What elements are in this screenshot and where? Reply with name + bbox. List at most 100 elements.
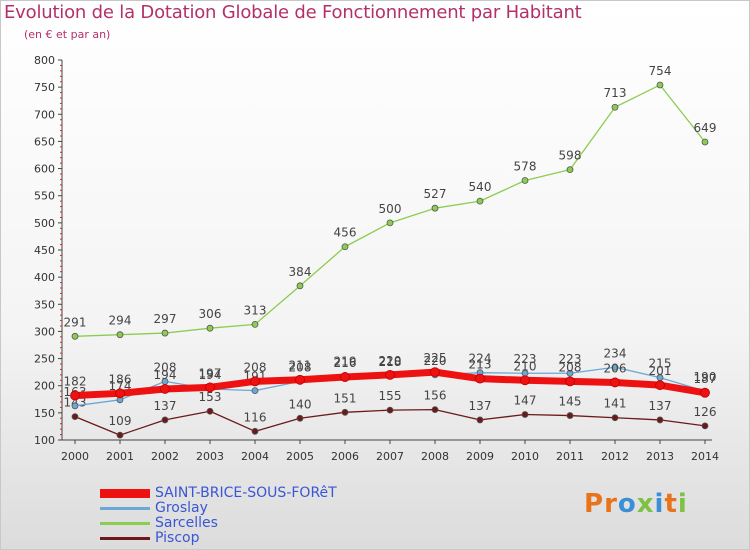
- data-label-piscop: 147: [514, 393, 537, 407]
- data-point-piscop: [386, 406, 394, 414]
- x-tick-label: 2011: [556, 450, 584, 463]
- data-point-piscop: [701, 422, 709, 430]
- legend-label: Groslay: [155, 500, 208, 516]
- y-tick-label: 150: [34, 407, 55, 420]
- data-point-sarcelles: [656, 81, 664, 89]
- data-point-piscop: [341, 408, 349, 416]
- data-label-piscop: 141: [604, 397, 627, 411]
- data-label-saint-brice-sous-for-t: 194: [154, 368, 177, 382]
- data-point-piscop: [206, 407, 214, 415]
- data-label-saint-brice-sous-for-t: 225: [424, 351, 447, 365]
- data-label-piscop: 156: [424, 389, 447, 403]
- data-point-groslay: [611, 363, 619, 371]
- data-point-saint-brice-sous-for-t: [205, 382, 215, 393]
- y-tick-label: 350: [34, 298, 55, 311]
- data-label-groslay: 194: [199, 368, 222, 382]
- data-label-groslay: 234: [604, 346, 627, 360]
- x-tick-label: 2004: [241, 450, 269, 463]
- x-tick-label: 2003: [196, 450, 224, 463]
- data-point-piscop: [476, 416, 484, 424]
- data-label-groslay: 224: [469, 352, 492, 366]
- x-tick-label: 2012: [601, 450, 629, 463]
- data-point-piscop: [656, 416, 664, 424]
- x-tick-label: 2013: [646, 450, 674, 463]
- data-label-groslay: 220: [424, 354, 447, 368]
- y-tick-label: 100: [34, 434, 55, 447]
- data-label-saint-brice-sous-for-t: 213: [469, 358, 492, 372]
- data-label-saint-brice-sous-for-t: 206: [604, 361, 627, 375]
- logo-letter: i: [677, 489, 688, 519]
- data-label-sarcelles: 294: [109, 314, 132, 328]
- legend-label: Sarcelles: [155, 515, 218, 531]
- data-point-sarcelles: [161, 329, 169, 337]
- data-point-groslay: [71, 402, 79, 410]
- data-point-saint-brice-sous-for-t: [295, 374, 305, 385]
- data-point-saint-brice-sous-for-t: [385, 369, 395, 380]
- y-tick-label: 800: [34, 54, 55, 67]
- data-label-piscop: 137: [154, 399, 177, 413]
- data-label-saint-brice-sous-for-t: 208: [559, 360, 582, 374]
- data-label-saint-brice-sous-for-t: 211: [289, 359, 312, 373]
- logo-letter: P: [584, 489, 605, 519]
- data-point-piscop: [521, 411, 529, 418]
- data-label-sarcelles: 713: [604, 86, 627, 100]
- chart-title: Evolution de la Dotation Globale de Fonc…: [4, 2, 582, 23]
- data-point-saint-brice-sous-for-t: [160, 384, 170, 394]
- data-label-piscop: 137: [469, 399, 492, 413]
- y-tick-label: 400: [34, 271, 55, 284]
- chart-subtitle: (en € et par an): [24, 28, 111, 41]
- data-label-sarcelles: 297: [154, 312, 177, 326]
- data-label-sarcelles: 578: [514, 160, 537, 174]
- data-label-groslay: 215: [649, 357, 672, 371]
- data-label-piscop: 145: [559, 395, 582, 409]
- data-label-piscop: 153: [199, 390, 222, 404]
- data-label-saint-brice-sous-for-t: 210: [514, 359, 537, 373]
- data-label-groslay: 218: [379, 355, 402, 369]
- data-label-sarcelles: 598: [559, 149, 582, 163]
- legend-swatch: [100, 507, 150, 510]
- data-point-sarcelles: [701, 138, 709, 146]
- logo-letter: t: [664, 489, 678, 519]
- data-point-saint-brice-sous-for-t: [700, 387, 710, 398]
- data-label-groslay: 190: [694, 370, 717, 384]
- data-label-groslay: 219: [334, 354, 357, 368]
- data-label-saint-brice-sous-for-t: 197: [199, 366, 222, 380]
- y-tick-label: 500: [34, 217, 55, 230]
- data-point-sarcelles: [341, 243, 349, 251]
- logo-letter: x: [636, 489, 655, 519]
- data-label-piscop: 109: [109, 414, 132, 428]
- data-label-groslay: 208: [289, 360, 312, 374]
- data-point-sarcelles: [611, 103, 619, 111]
- x-tick-label: 2006: [331, 450, 359, 463]
- data-point-saint-brice-sous-for-t: [655, 380, 665, 391]
- data-label-sarcelles: 313: [244, 303, 267, 317]
- data-point-groslay: [251, 387, 259, 395]
- x-tick-label: 2014: [691, 450, 719, 463]
- data-point-saint-brice-sous-for-t: [250, 376, 260, 387]
- y-tick-label: 550: [34, 190, 55, 203]
- legend-label: SAINT-BRICE-SOUS-FORêT: [155, 485, 337, 501]
- data-label-saint-brice-sous-for-t: 187: [694, 372, 717, 386]
- x-tick-label: 2007: [376, 450, 404, 463]
- data-label-saint-brice-sous-for-t: 201: [649, 364, 672, 378]
- data-label-piscop: 151: [334, 391, 357, 405]
- y-tick-label: 450: [34, 244, 55, 257]
- data-point-piscop: [431, 406, 439, 414]
- data-point-sarcelles: [386, 219, 394, 227]
- legend-label: Piscop: [155, 530, 200, 546]
- data-point-sarcelles: [296, 282, 304, 290]
- data-label-sarcelles: 754: [649, 64, 672, 78]
- data-label-sarcelles: 527: [424, 187, 447, 201]
- data-label-sarcelles: 291: [64, 315, 87, 329]
- y-tick-label: 600: [34, 163, 55, 176]
- logo-letter: r: [604, 489, 618, 519]
- data-point-sarcelles: [476, 197, 484, 205]
- x-tick-label: 2001: [106, 450, 134, 463]
- data-label-sarcelles: 384: [289, 265, 312, 279]
- data-label-groslay: 223: [514, 352, 537, 366]
- logo-letter: o: [617, 489, 637, 519]
- legend-swatch: [100, 522, 150, 525]
- data-point-saint-brice-sous-for-t: [340, 372, 350, 382]
